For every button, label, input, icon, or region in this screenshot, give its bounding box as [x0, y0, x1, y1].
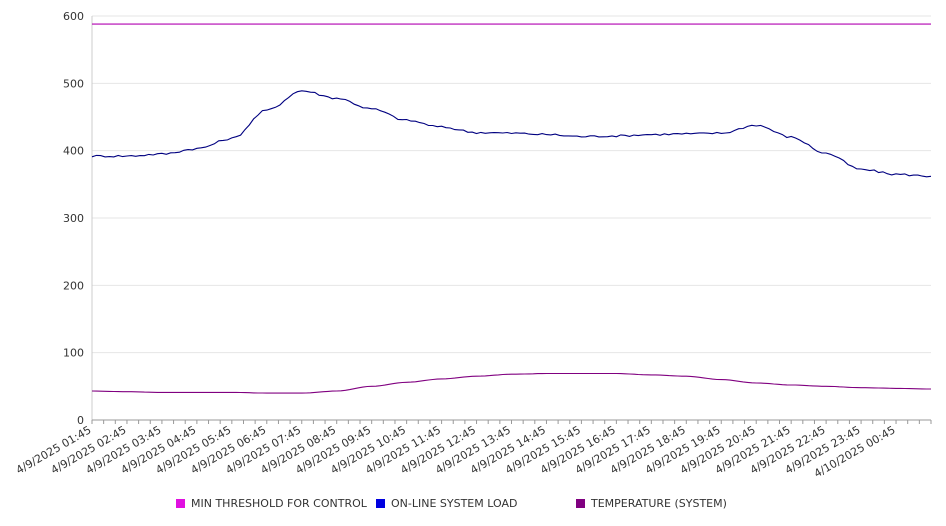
gridlines [92, 15, 931, 354]
y-tick-label: 300 [63, 212, 84, 225]
series-line-1 [91, 90, 932, 178]
y-tick-label: 0 [77, 414, 84, 427]
y-tick-labels: 0 100 200 300 400 500 600 [63, 10, 84, 427]
y-tick-label: 400 [63, 145, 84, 158]
x-tick-labels: 4/9/2025 01:454/9/2025 02:454/9/2025 03:… [14, 423, 898, 480]
series-lines [91, 23, 932, 394]
y-tick-label: 500 [63, 77, 84, 90]
legend-swatch-system-load [376, 499, 385, 508]
legend: MIN THRESHOLD FOR CONTROL ON-LINE SYSTEM… [0, 497, 946, 517]
legend-swatch-min-threshold [176, 499, 185, 508]
series-line-2 [91, 372, 931, 394]
legend-label-temperature: TEMPERATURE (SYSTEM) [591, 497, 727, 510]
legend-item-temperature: TEMPERATURE (SYSTEM) [576, 497, 727, 510]
legend-label-min-threshold: MIN THRESHOLD FOR CONTROL [191, 497, 367, 510]
y-tick-label: 100 [63, 347, 84, 360]
legend-label-system-load: ON-LINE SYSTEM LOAD [391, 497, 518, 510]
legend-item-min-threshold: MIN THRESHOLD FOR CONTROL [176, 497, 367, 510]
y-tick-label: 600 [63, 10, 84, 23]
axes [91, 16, 932, 424]
legend-item-system-load: ON-LINE SYSTEM LOAD [376, 497, 517, 510]
line-chart: 0 100 200 300 400 500 600 4/9/2025 01:454/9/20… [14, 10, 932, 480]
y-tick-label: 200 [63, 279, 84, 292]
legend-swatch-temperature [576, 499, 585, 508]
